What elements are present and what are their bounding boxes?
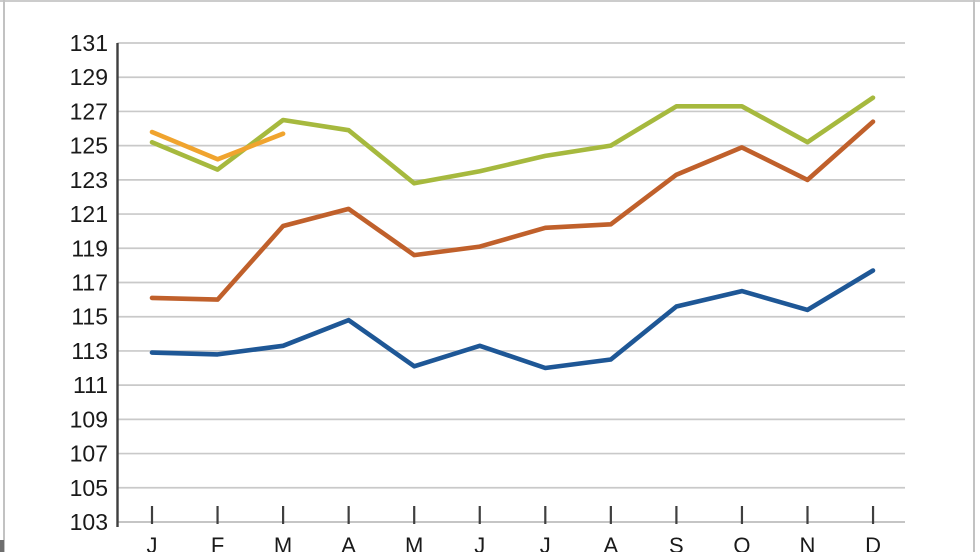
y-tick-label: 125 [70, 133, 108, 159]
x-tick-label: M [274, 533, 292, 552]
x-tick-label: S [669, 533, 684, 552]
x-tick-label: J [474, 533, 485, 552]
dark-blue-line [149, 268, 876, 371]
y-tick-label: 111 [73, 372, 108, 398]
y-tick-label: 131 [70, 30, 108, 56]
x-tick-label: O [733, 533, 750, 552]
rust-orange-line [149, 119, 876, 302]
y-tick-label: 119 [71, 235, 108, 261]
x-tick-label: J [540, 533, 551, 552]
y-tick-label: 127 [70, 98, 108, 124]
x-tick-label: N [800, 533, 816, 552]
y-tick-label: 109 [70, 406, 108, 432]
panel-border-right [973, 0, 975, 552]
x-tick-label: F [211, 533, 224, 552]
x-tick-label: J [147, 533, 158, 552]
olive-green-line [149, 95, 876, 186]
x-tick-label: M [405, 533, 423, 552]
panel-border-corner [0, 540, 4, 552]
panel-border-left [3, 0, 5, 552]
y-tick-label: 113 [71, 338, 108, 364]
y-tick-label: 129 [70, 64, 108, 90]
y-tick-label: 105 [70, 475, 108, 501]
y-tick-label: 121 [70, 201, 108, 227]
gold-partial-line [149, 129, 286, 162]
y-tick-label: 115 [71, 304, 108, 330]
y-tick-label: 107 [70, 441, 108, 467]
y-tick-label: 103 [70, 509, 108, 535]
x-tick-label: D [865, 533, 881, 552]
panel-border-top [0, 0, 980, 2]
y-tick-label: 117 [71, 270, 108, 296]
x-tick-label: A [604, 533, 619, 552]
y-tick-label: 123 [70, 167, 108, 193]
x-tick-label: A [341, 533, 356, 552]
